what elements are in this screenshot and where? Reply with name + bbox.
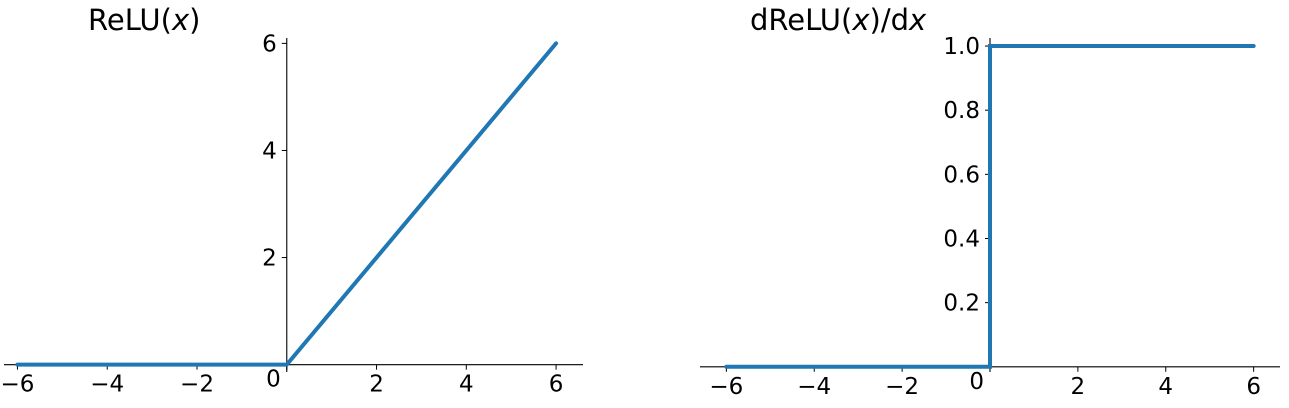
relu-title-part: x: [171, 3, 190, 37]
relu-x-tick-label: 0: [266, 367, 281, 393]
relu-x-tick-label: 4: [459, 372, 474, 398]
relu-series-line: [15, 41, 559, 367]
drelu-y-tick-label: 0.8: [943, 98, 980, 124]
relu-x-tick-label: 6: [549, 372, 564, 398]
relu-title-part: ): [189, 3, 200, 37]
relu-derivative-panel: dReLU(x)/dx−6 −4 −2 0 2 4 60.20.40.60.81.0: [700, 3, 1280, 400]
drelu-chart-title: dReLU(x)/dx: [750, 3, 927, 37]
drelu-title-part: )/d: [870, 3, 910, 37]
drelu-x-tick-label: 4: [1158, 374, 1173, 400]
relu-chart-title: ReLU(x): [88, 3, 200, 37]
drelu-x-tick-label: −4: [797, 374, 831, 400]
drelu-y-tick-label: 1.0: [943, 34, 980, 60]
drelu-y-tick-label: 0.4: [943, 226, 980, 252]
drelu-x-tick-label: −6: [709, 374, 743, 400]
relu-x-tick-label: −2: [180, 372, 214, 398]
relu-y-tick-label: 6: [262, 31, 277, 57]
drelu-y-tick-label: 0.6: [943, 162, 980, 188]
relu-y-tick-label: 4: [262, 138, 277, 164]
drelu-title-part: x: [908, 3, 927, 37]
drelu-x-tick-label: 0: [969, 369, 984, 395]
relu-x-tick-label: 2: [369, 372, 384, 398]
relu-x-tick-label: −4: [90, 372, 124, 398]
relu-title-part: ReLU(: [88, 3, 172, 37]
drelu-x-tick-label: 6: [1246, 374, 1261, 400]
relu-y-tick-label: 2: [262, 246, 277, 272]
drelu-title-part: dReLU(: [750, 3, 852, 37]
drelu-y-tick-label: 0.2: [943, 291, 980, 317]
relu-x-tick-label: −6: [1, 372, 35, 398]
drelu-title-part: x: [851, 3, 870, 37]
drelu-x-tick-label: 2: [1071, 374, 1086, 400]
drelu-series-line: [724, 44, 1256, 369]
drelu-x-tick-label: −2: [885, 374, 919, 400]
relu-panel: ReLU(x) −6 −4 −2 0 2 4 6 2 4 6: [1, 3, 583, 398]
